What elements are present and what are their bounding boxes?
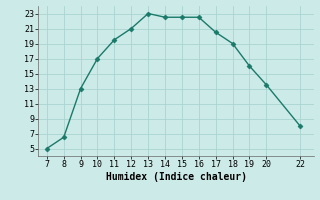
- X-axis label: Humidex (Indice chaleur): Humidex (Indice chaleur): [106, 172, 246, 182]
